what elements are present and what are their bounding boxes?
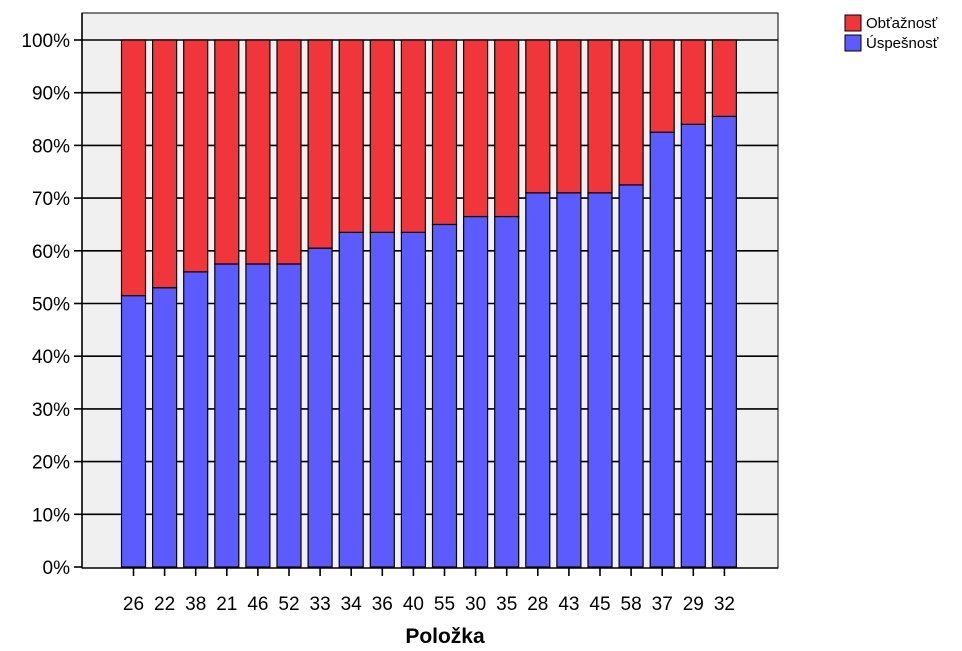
y-tick-label: 10% bbox=[32, 505, 70, 526]
bar-segment-35-obtaznost bbox=[494, 39, 520, 218]
legend-label: Úspešnosť bbox=[866, 35, 939, 52]
bar-segment-26-uspesnost bbox=[120, 294, 147, 568]
bar-segment-22-uspesnost bbox=[152, 287, 178, 568]
bar-segment-33-uspesnost bbox=[307, 247, 333, 568]
bar-segment-32-uspesnost bbox=[711, 115, 738, 568]
x-tick-label: 55 bbox=[434, 594, 455, 615]
x-tick-label: 21 bbox=[216, 594, 237, 615]
x-tick-label: 29 bbox=[683, 594, 704, 615]
bar-segment-21-obtaznost bbox=[214, 39, 240, 265]
bar-segment-30-obtaznost bbox=[463, 39, 489, 218]
x-tick-label: 38 bbox=[185, 594, 206, 615]
bar-segment-40-uspesnost bbox=[400, 231, 426, 568]
bar-segment-29-uspesnost bbox=[680, 123, 706, 568]
x-tick-label: 34 bbox=[341, 594, 363, 615]
bar-segment-58-obtaznost bbox=[618, 39, 644, 186]
x-tick-label: 32 bbox=[714, 594, 735, 615]
y-tick-label: 80% bbox=[32, 136, 70, 157]
bar-segment-52-obtaznost bbox=[276, 39, 302, 265]
y-tick-label: 0% bbox=[43, 558, 71, 579]
bar-segment-37-uspesnost bbox=[649, 131, 675, 568]
bar-segment-37-obtaznost bbox=[649, 39, 675, 133]
x-tick-label: 22 bbox=[154, 594, 175, 615]
x-tick-label: 26 bbox=[123, 594, 144, 615]
y-tick-label: 90% bbox=[32, 84, 70, 105]
x-tick-label: 35 bbox=[496, 594, 517, 615]
y-tick-label: 70% bbox=[32, 189, 70, 210]
x-tick-label: 28 bbox=[527, 594, 548, 615]
bar-segment-21-uspesnost bbox=[214, 263, 240, 568]
bar-segment-36-obtaznost bbox=[369, 39, 395, 233]
x-axis-title: Položka bbox=[405, 625, 485, 648]
bar-segment-35-uspesnost bbox=[494, 215, 520, 568]
x-tick-label: 33 bbox=[310, 594, 331, 615]
bars bbox=[120, 39, 738, 568]
bar-segment-29-obtaznost bbox=[680, 39, 706, 125]
y-tick-label: 60% bbox=[32, 242, 70, 263]
bar-segment-33-obtaznost bbox=[307, 39, 333, 249]
bar-segment-52-uspesnost bbox=[276, 263, 302, 568]
x-tick-label: 45 bbox=[589, 594, 610, 615]
y-tick-label: 50% bbox=[32, 295, 70, 316]
x-tick-label: 40 bbox=[403, 594, 424, 615]
bar-segment-32-obtaznost bbox=[711, 39, 738, 118]
bar-segment-28-obtaznost bbox=[525, 39, 551, 194]
y-tick-label: 30% bbox=[32, 400, 70, 421]
y-tick-label: 40% bbox=[32, 347, 70, 368]
x-tick-label: 43 bbox=[558, 594, 579, 615]
bar-segment-34-uspesnost bbox=[338, 231, 364, 568]
bar-segment-38-uspesnost bbox=[183, 271, 209, 568]
bar-segment-34-obtaznost bbox=[338, 39, 364, 233]
bar-segment-43-uspesnost bbox=[556, 192, 582, 568]
y-axis-ticks: 0% 10% 20% 30% 40% 50% 60% 70% 80% 90% 100% bbox=[21, 31, 82, 579]
bar-segment-43-obtaznost bbox=[556, 39, 582, 194]
bar-segment-46-uspesnost bbox=[245, 263, 271, 568]
bar-segment-38-obtaznost bbox=[183, 39, 209, 273]
x-tick-label: 30 bbox=[465, 594, 486, 615]
bar-segment-45-obtaznost bbox=[587, 39, 613, 194]
y-tick-label: 20% bbox=[32, 453, 70, 474]
legend-label: Obťažnosť bbox=[866, 15, 938, 32]
bar-segment-26-obtaznost bbox=[120, 39, 147, 297]
x-tick-label: 58 bbox=[621, 594, 642, 615]
bar-segment-58-uspesnost bbox=[618, 184, 644, 568]
x-axis-ticks: 26 22 38 21 46 52 33 34 36 40 55 30 35 28 43 45 58 37 29 32 bbox=[123, 568, 735, 615]
legend-swatch bbox=[844, 34, 862, 52]
x-tick-label: 52 bbox=[278, 594, 299, 615]
x-tick-label: 37 bbox=[652, 594, 673, 615]
bar-segment-30-uspesnost bbox=[463, 215, 489, 568]
legend: Obťažnosť Úspešnosť bbox=[844, 14, 939, 52]
bar-segment-55-obtaznost bbox=[431, 39, 458, 226]
bar-segment-28-uspesnost bbox=[525, 192, 551, 568]
y-tick-label: 100% bbox=[21, 31, 70, 52]
bar-segment-36-uspesnost bbox=[369, 231, 395, 568]
x-tick-label: 36 bbox=[372, 594, 393, 615]
bar-segment-55-uspesnost bbox=[431, 223, 458, 568]
bar-segment-22-obtaznost bbox=[152, 39, 178, 289]
bar-segment-40-obtaznost bbox=[400, 39, 426, 233]
bar-segment-45-uspesnost bbox=[587, 192, 613, 568]
legend-swatch bbox=[844, 14, 862, 32]
x-tick-label: 46 bbox=[247, 594, 268, 615]
bar-segment-46-obtaznost bbox=[245, 39, 271, 265]
